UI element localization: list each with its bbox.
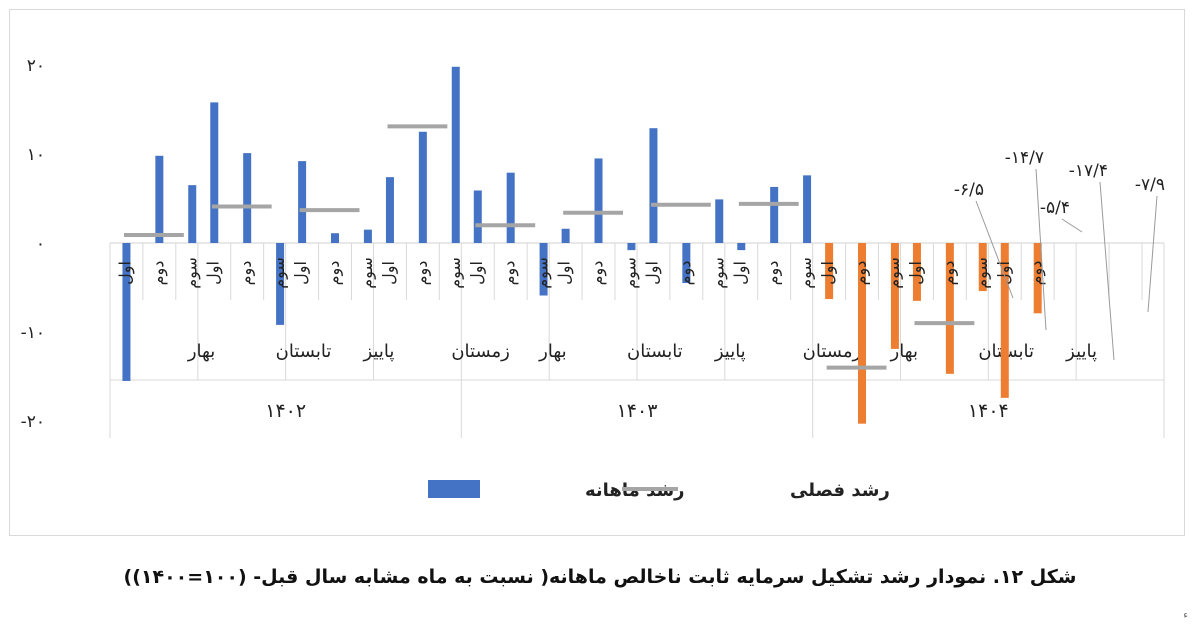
data-label: -۵/۴ bbox=[1040, 198, 1070, 218]
month-label: اول bbox=[203, 261, 223, 285]
month-label: اول bbox=[467, 261, 487, 285]
monthly-bar bbox=[473, 190, 482, 243]
monthly-bar bbox=[243, 153, 252, 243]
season-label: تابستان bbox=[276, 341, 332, 362]
month-label: دوم bbox=[1027, 261, 1047, 286]
monthly-bar bbox=[418, 131, 427, 243]
month-label: دوم bbox=[236, 261, 256, 286]
monthly-bar bbox=[825, 243, 834, 300]
chart-frame bbox=[9, 9, 1185, 536]
page-mark: ء bbox=[1183, 610, 1188, 621]
month-label: دوم bbox=[939, 261, 959, 286]
monthly-bar bbox=[561, 228, 570, 243]
month-label: سوم bbox=[269, 257, 289, 289]
season-label: زمستان bbox=[451, 341, 510, 362]
monthly-bar bbox=[803, 175, 812, 243]
y-tick-label: ۱۰ bbox=[27, 145, 45, 165]
data-label-leader bbox=[1147, 195, 1158, 313]
month-label: سوم bbox=[357, 257, 377, 289]
data-label: -۱۷/۴ bbox=[1069, 161, 1108, 181]
monthly-bar bbox=[682, 243, 691, 284]
month-label: دوم bbox=[851, 261, 871, 286]
y-tick-label: ۲۰ bbox=[27, 56, 45, 76]
monthly-bar bbox=[451, 66, 460, 243]
data-label: -۷/۹ bbox=[1135, 175, 1165, 195]
legend-quarterly-label: رشد فصلی bbox=[790, 480, 890, 501]
month-label: سوم bbox=[884, 257, 904, 289]
month-label: اول bbox=[379, 261, 399, 285]
month-label: دوم bbox=[500, 261, 520, 286]
data-label-leader bbox=[1061, 218, 1083, 233]
monthly-bar bbox=[539, 243, 548, 296]
monthly-bar bbox=[737, 243, 746, 251]
monthly-bar bbox=[715, 199, 724, 243]
season-label: تابستان bbox=[627, 341, 683, 362]
month-label: اول bbox=[730, 261, 750, 285]
season-label: پاییز bbox=[1065, 341, 1097, 362]
monthly-bar bbox=[627, 243, 636, 251]
month-label: سوم bbox=[972, 257, 992, 289]
chart: ۲۰ ۱۰ ۰ -۱۰ -۲۰ اول دوم سوم بهار اول دوم سوم تابستان… bbox=[21, 56, 1165, 501]
month-label: اول bbox=[291, 261, 311, 285]
monthly-bar bbox=[122, 243, 131, 381]
monthly-bar bbox=[858, 243, 867, 424]
y-tick-label: -۲۰ bbox=[21, 412, 45, 432]
monthly-bar bbox=[210, 102, 219, 243]
data-label-leader bbox=[1035, 168, 1047, 331]
month-label: اول bbox=[115, 261, 135, 285]
month-label: دوم bbox=[324, 261, 344, 286]
month-label: دوم bbox=[412, 261, 432, 286]
season-label: بهار bbox=[538, 341, 566, 362]
month-label: اول bbox=[642, 261, 662, 285]
month-label: سوم bbox=[533, 257, 553, 289]
year-label: ۱۴۰۲ bbox=[265, 400, 306, 422]
data-label: -۱۴/۷ bbox=[1005, 148, 1044, 168]
monthly-bar bbox=[155, 155, 164, 243]
monthly-bar bbox=[978, 243, 987, 292]
data-label: -۶/۵ bbox=[954, 180, 984, 200]
legend-monthly-swatch bbox=[428, 480, 480, 498]
month-label: دوم bbox=[148, 261, 168, 286]
monthly-bar bbox=[890, 243, 899, 349]
month-label: سوم bbox=[796, 257, 816, 289]
monthly-bar bbox=[770, 186, 779, 243]
monthly-bar bbox=[649, 128, 658, 243]
monthly-bar bbox=[912, 243, 921, 301]
data-label-leader bbox=[1099, 181, 1115, 361]
year-label: ۱۴۰۳ bbox=[617, 400, 658, 422]
year-label: ۱۴۰۴ bbox=[968, 400, 1009, 422]
monthly-bar bbox=[331, 233, 340, 243]
month-label: دوم bbox=[588, 261, 608, 286]
monthly-bar bbox=[385, 177, 394, 243]
month-label: سوم bbox=[445, 257, 465, 289]
monthly-bar bbox=[945, 243, 954, 374]
monthly-bar bbox=[506, 172, 515, 243]
month-label: سوم bbox=[708, 257, 728, 289]
monthly-bar bbox=[298, 161, 307, 243]
monthly-bar bbox=[363, 229, 372, 243]
season-label: بهار bbox=[890, 341, 918, 362]
y-tick-label: ۰ bbox=[36, 234, 45, 254]
monthly-bar bbox=[594, 158, 603, 243]
month-label: اول bbox=[906, 261, 926, 285]
monthly-bar bbox=[188, 185, 197, 243]
month-label: سوم bbox=[181, 257, 201, 289]
monthly-bar bbox=[1000, 243, 1009, 398]
month-label: اول bbox=[555, 261, 575, 285]
season-label: پاییز bbox=[714, 341, 746, 362]
figure-caption: شکل ۱۲. نمودار رشد تشکیل سرمایه ثابت ناخ… bbox=[123, 566, 1077, 588]
season-label: زمستان bbox=[803, 341, 862, 362]
month-label: دوم bbox=[675, 261, 695, 286]
monthly-bar bbox=[276, 243, 285, 325]
season-label: پاییز bbox=[363, 341, 395, 362]
data-label-leader bbox=[975, 200, 1014, 299]
month-label: سوم bbox=[620, 257, 640, 289]
y-tick-label: -۱۰ bbox=[21, 323, 45, 343]
month-label: اول bbox=[818, 261, 838, 285]
season-label: بهار bbox=[187, 341, 215, 362]
month-label: دوم bbox=[763, 261, 783, 286]
monthly-bar bbox=[1033, 243, 1042, 314]
